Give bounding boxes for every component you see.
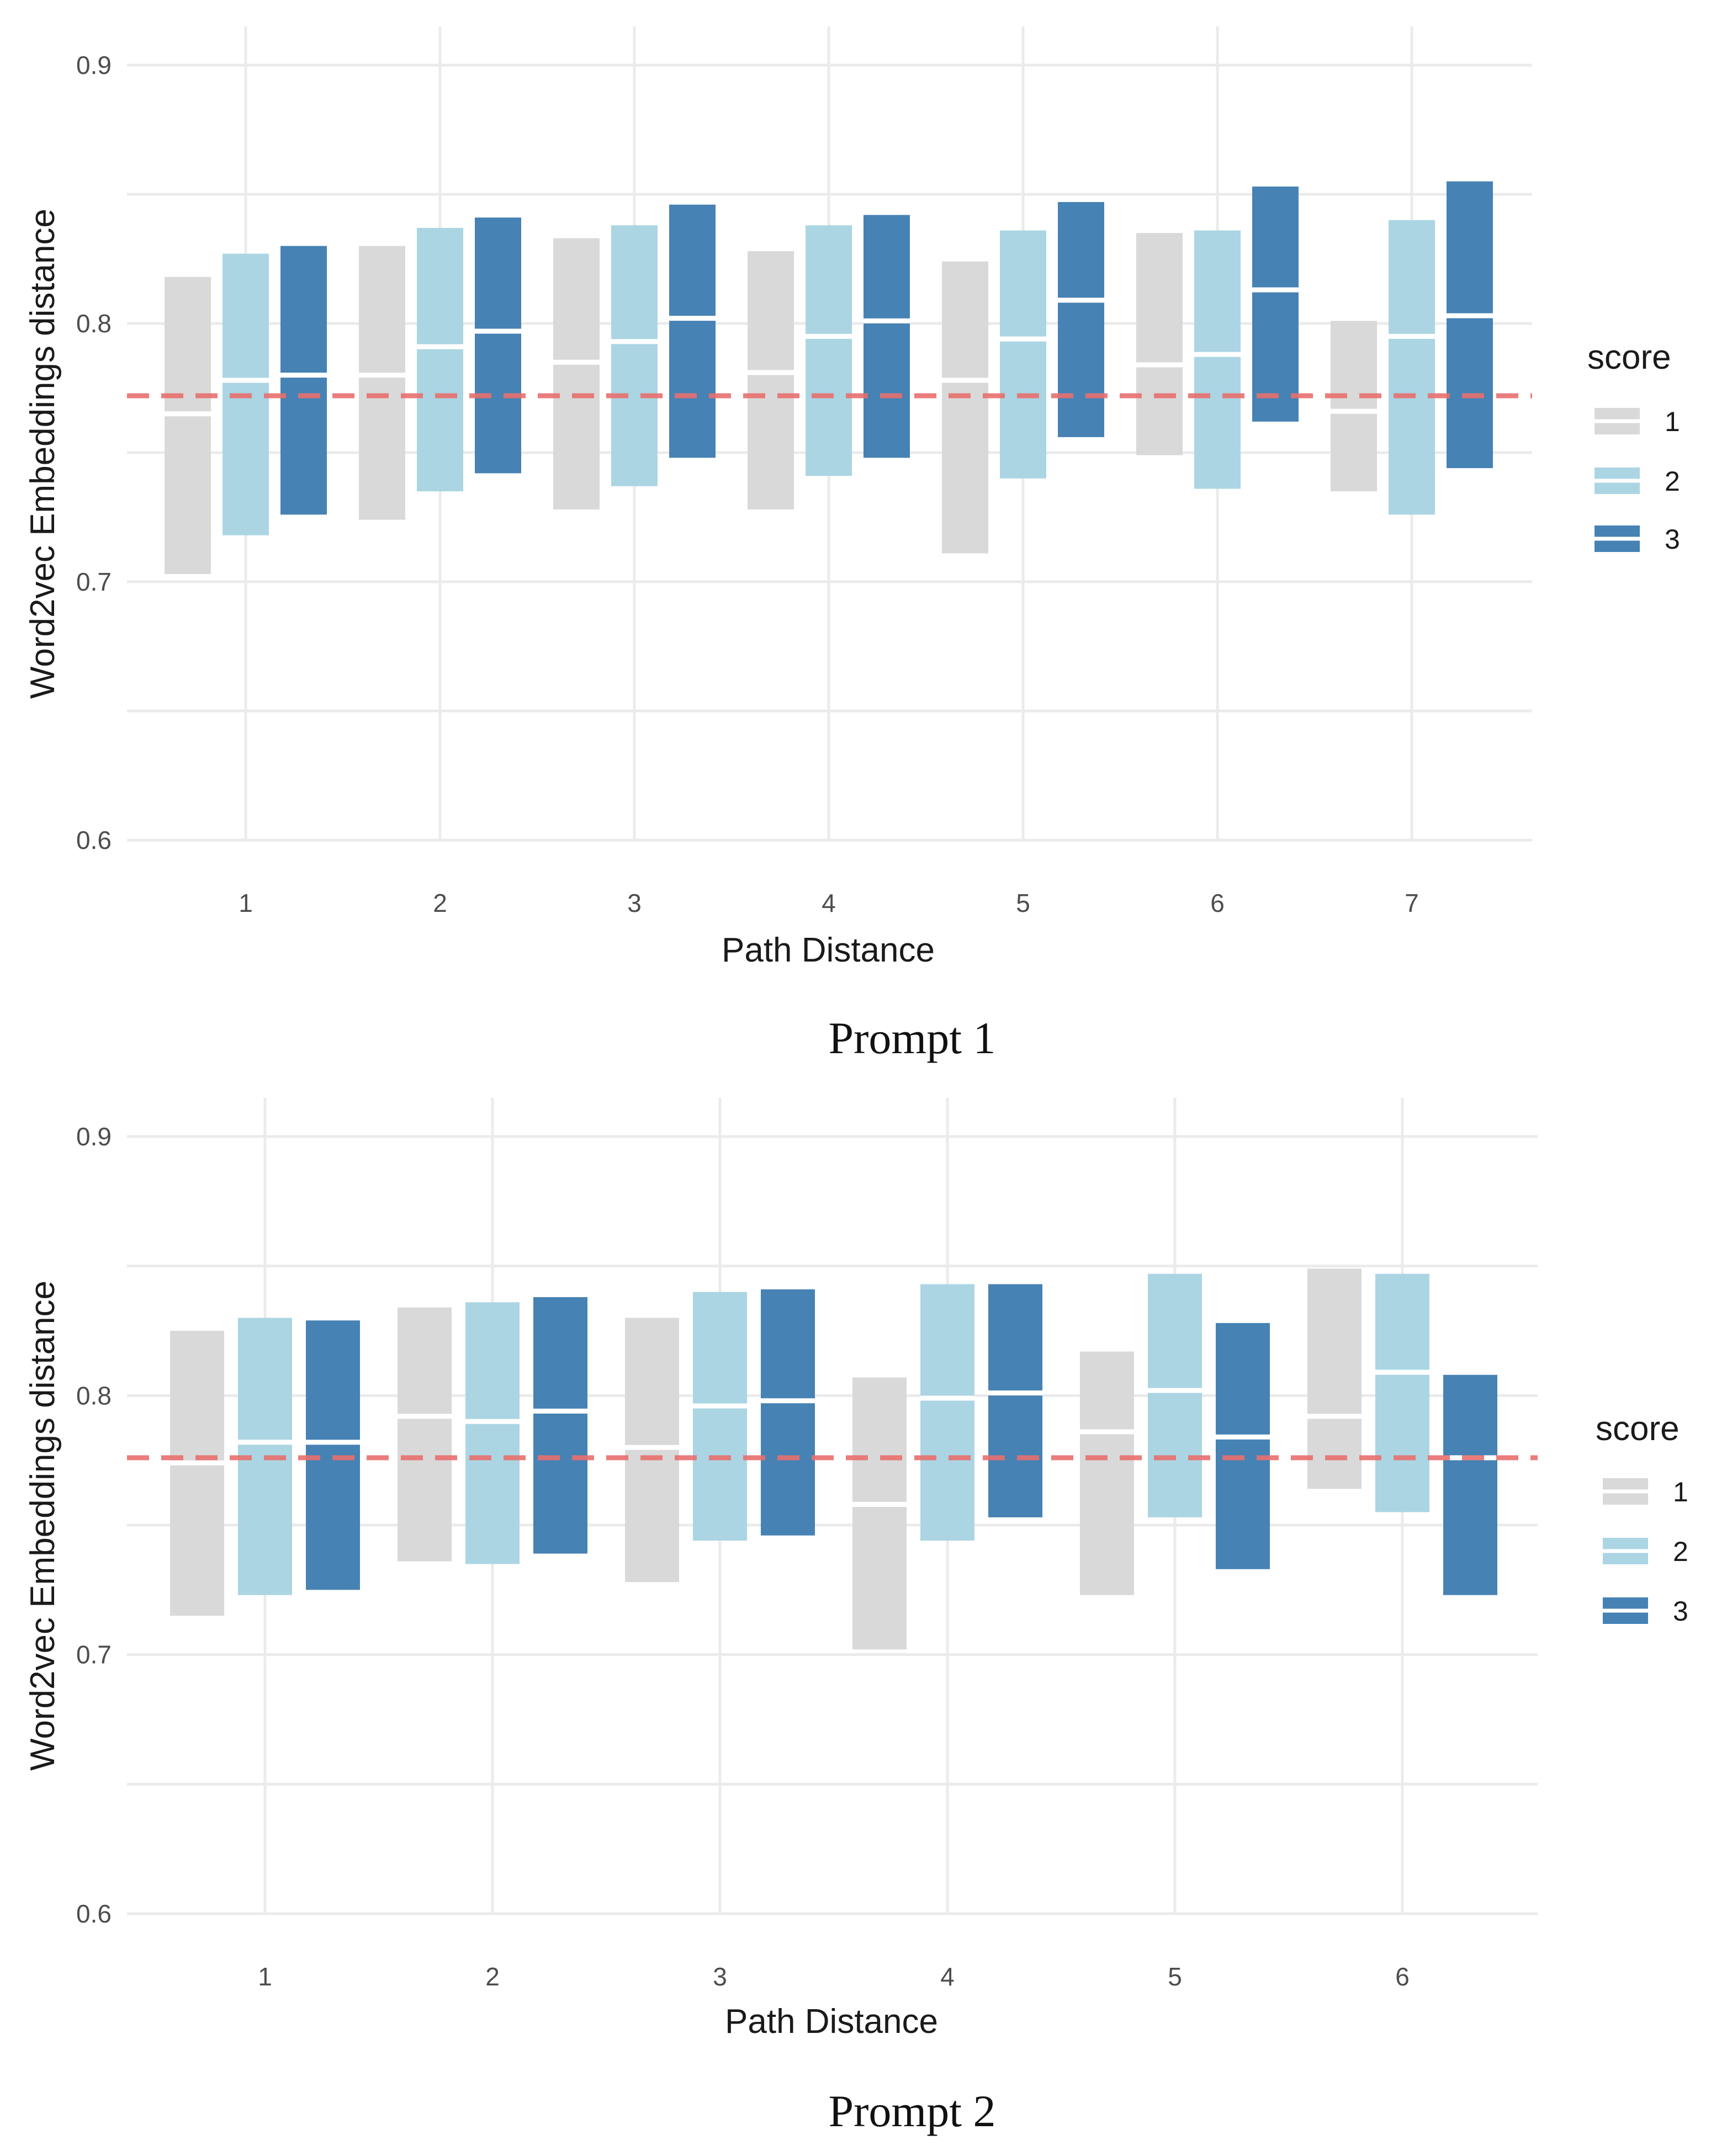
x-tick-label: 1 [239, 889, 253, 917]
crossbar-score-3-pd-4 [864, 215, 910, 458]
crossbar-score-1-pd-4 [852, 1377, 907, 1650]
crossbar-score-2-pd-2 [465, 1302, 520, 1564]
crossbars [165, 181, 1493, 574]
crossbar-score-3-pd-1 [280, 246, 327, 515]
crossbar-score-3-pd-6 [1443, 1374, 1497, 1595]
y-tick-label: 0.8 [76, 1381, 112, 1410]
crossbar-score-2-pd-7 [1389, 220, 1435, 515]
legend-title: score [1596, 1410, 1680, 1448]
x-tick-labels: 1 2 3 4 5 6 7 [239, 889, 1419, 917]
crossbar-score-1-pd-6 [1307, 1268, 1362, 1489]
legend-title: score [1587, 338, 1671, 376]
y-axis-title: Word2vec Embeddings distance [24, 209, 62, 699]
crossbar-score-3-pd-3 [669, 204, 716, 458]
crossbar-score-1-pd-1 [170, 1331, 224, 1616]
x-tick-label: 3 [713, 1962, 727, 1991]
x-tick-label: 5 [1168, 1962, 1182, 1991]
legend-label-2: 2 [1665, 466, 1680, 497]
crossbar-score-3-pd-1 [306, 1320, 360, 1590]
crossbar-score-1-pd-1 [165, 277, 211, 574]
figure-caption: Prompt 1 [829, 1013, 996, 1063]
x-tick-label: 5 [1016, 889, 1030, 917]
legend-label-3: 3 [1673, 1596, 1688, 1627]
crossbar-score-2-pd-2 [417, 227, 463, 492]
crossbar-score-3-pd-5 [1058, 202, 1104, 437]
crossbar-score-2-pd-5 [1000, 230, 1046, 479]
x-tick-label: 2 [485, 1962, 500, 1991]
crossbar-score-2-pd-3 [611, 225, 658, 486]
crossbar-score-3-pd-2 [475, 217, 521, 474]
y-tick-label: 0.9 [76, 51, 112, 79]
crossbar-score-2-pd-3 [693, 1292, 747, 1541]
y-tick-label: 0.6 [76, 1899, 112, 1928]
x-tick-label: 6 [1395, 1962, 1410, 1991]
crossbar-score-3-pd-7 [1447, 181, 1493, 469]
crossbar-score-3-pd-4 [988, 1284, 1042, 1517]
crossbar-score-2-pd-4 [806, 225, 852, 476]
crossbar-score-1-pd-2 [359, 246, 405, 520]
legend-label-1: 1 [1665, 406, 1680, 437]
x-tick-label: 6 [1210, 889, 1225, 917]
crossbar-score-1-pd-6 [1136, 233, 1183, 455]
crossbar-score-2-pd-6 [1194, 230, 1241, 489]
y-tick-label: 0.7 [76, 1640, 112, 1669]
crossbar-score-1-pd-5 [1080, 1351, 1134, 1595]
legend: score 1 2 3 [1587, 338, 1680, 555]
x-tick-labels: 1 2 3 4 5 6 [258, 1962, 1410, 1991]
chart-prompt-2: 0.6 0.7 0.8 0.9 1 2 3 4 5 6 Path Distance Word2v… [24, 1098, 1688, 2136]
y-tick-labels: 0.6 0.7 0.8 0.9 [76, 51, 112, 854]
x-tick-label: 3 [627, 889, 642, 917]
legend-label-2: 2 [1673, 1536, 1688, 1567]
y-tick-labels: 0.6 0.7 0.8 0.9 [76, 1122, 112, 1928]
crossbar-score-3-pd-3 [761, 1289, 815, 1536]
crossbar-score-2-pd-5 [1148, 1273, 1202, 1517]
legend-label-3: 3 [1665, 524, 1680, 555]
crossbar-score-1-pd-5 [942, 261, 988, 554]
x-tick-label: 7 [1405, 889, 1419, 917]
crossbar-score-2-pd-6 [1375, 1273, 1429, 1512]
crossbar-score-1-pd-3 [625, 1318, 679, 1583]
figure-caption: Prompt 2 [829, 2086, 996, 2136]
legend: score 1 2 3 [1596, 1410, 1688, 1627]
crossbar-score-1-pd-2 [398, 1307, 452, 1562]
x-tick-label: 2 [433, 889, 447, 917]
x-tick-label: 4 [822, 889, 836, 917]
crossbar-score-3-pd-6 [1252, 186, 1299, 422]
y-tick-label: 0.6 [76, 826, 112, 854]
crossbar-score-1-pd-7 [1331, 321, 1377, 492]
y-tick-label: 0.9 [76, 1122, 112, 1151]
crossbar-score-2-pd-4 [920, 1284, 974, 1541]
chart-prompt-1: 0.6 0.7 0.8 0.9 1 2 3 4 5 6 7 Path Distance Word2… [24, 26, 1680, 1063]
crossbar-score-1-pd-4 [748, 251, 794, 509]
crossbar-score-3-pd-5 [1216, 1323, 1270, 1569]
x-tick-label: 4 [940, 1962, 955, 1991]
x-axis-title: Path Distance [722, 931, 935, 969]
legend-label-1: 1 [1673, 1477, 1688, 1507]
y-tick-label: 0.8 [76, 309, 112, 338]
x-tick-label: 1 [258, 1962, 272, 1991]
crossbar-score-1-pd-3 [553, 238, 600, 509]
crossbars [170, 1268, 1497, 1650]
y-axis-title: Word2vec Embeddings distance [24, 1281, 62, 1771]
x-axis-title: Path Distance [725, 2003, 938, 2041]
y-tick-label: 0.7 [76, 567, 112, 596]
crossbar-score-3-pd-2 [533, 1297, 587, 1554]
